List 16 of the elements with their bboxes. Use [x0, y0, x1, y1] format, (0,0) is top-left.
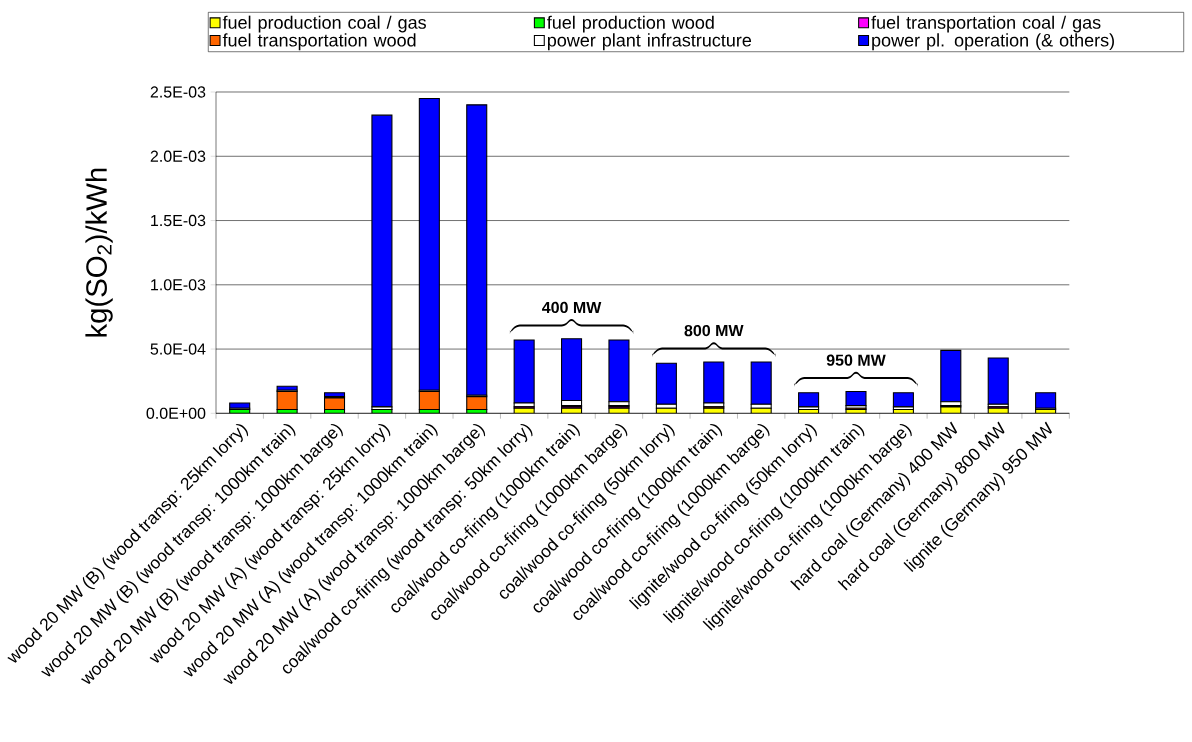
y-tick-label: 2.0E-03	[150, 150, 206, 162]
legend-label: fuel production wood	[547, 15, 714, 33]
legend-label: fuel transportation coal / gas	[871, 15, 1101, 33]
y-tick-label: 1.5E-03	[151, 214, 206, 227]
annotation: 950 MW	[826, 354, 886, 366]
annotation: 400 MW	[542, 301, 602, 314]
y-tick-label: 1.0E-03	[151, 279, 206, 291]
y-tick-label: 5.0E-04	[150, 343, 206, 355]
y-tick-label: 2.5E-03	[150, 86, 206, 98]
legend-label: power plant infrastructure	[547, 33, 752, 51]
y-tick-label: 0.0E+00	[146, 407, 206, 419]
legend-label: power pl. operation (& others)	[872, 33, 1114, 51]
y-axis-title: kg(SO$_{2}$)/kWh	[85, 168, 113, 337]
annotation: 800 MW	[684, 324, 744, 337]
legend-label: fuel transportation wood	[222, 33, 416, 51]
legend-label: fuel production coal / gas	[222, 15, 426, 33]
